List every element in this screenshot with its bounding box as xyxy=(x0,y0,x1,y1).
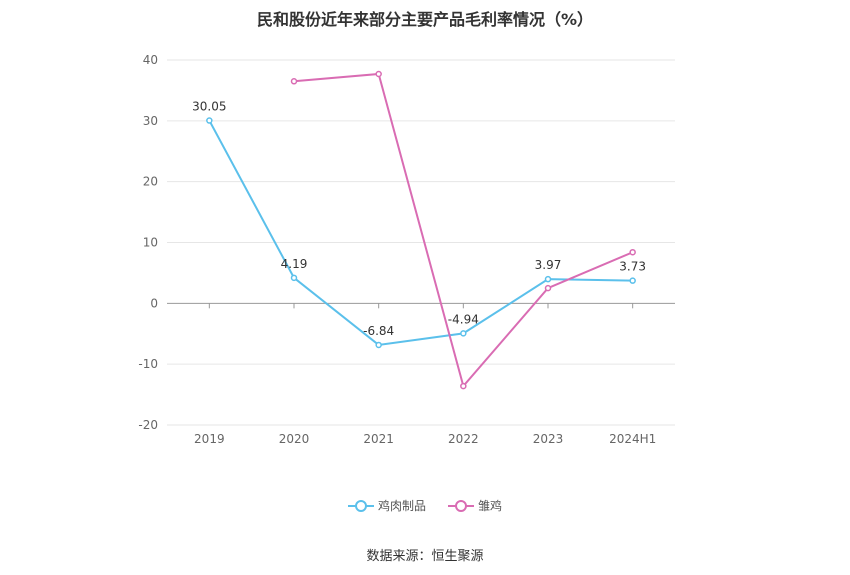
data-point xyxy=(375,341,382,349)
x-tick-label: 2022 xyxy=(448,432,479,446)
data-point xyxy=(206,117,213,124)
chart-title: 民和股份近年来部分主要产品毛利率情况（%） xyxy=(256,10,594,29)
y-tick-label: 10 xyxy=(143,236,158,250)
data-label: 30.05 xyxy=(192,100,226,114)
data-point xyxy=(460,330,467,337)
data-point xyxy=(460,382,467,390)
legend-item-series-0[interactable]: 鸡肉制品 xyxy=(347,497,426,514)
y-tick-label: -20 xyxy=(138,418,158,432)
data-point xyxy=(629,248,636,256)
y-tick-label: 40 xyxy=(143,53,158,67)
legend-marker-icon xyxy=(448,499,474,513)
data-label: 4.19 xyxy=(281,257,308,271)
y-tick-label: -10 xyxy=(138,357,158,371)
data-point xyxy=(629,277,636,284)
x-tick-label: 2020 xyxy=(279,432,310,446)
series-line-0 xyxy=(208,120,633,346)
legend-item-series-1[interactable]: 雏鸡 xyxy=(448,497,502,514)
data-point xyxy=(544,284,552,292)
x-tick-label: 2021 xyxy=(363,432,394,446)
data-label: -6.84 xyxy=(363,324,394,338)
y-tick-label: 30 xyxy=(143,114,158,128)
data-point xyxy=(290,274,298,282)
data-source: 数据来源：恒生聚源 xyxy=(366,549,484,564)
data-point xyxy=(375,70,382,78)
data-point xyxy=(290,78,298,85)
y-tick-label: 0 xyxy=(150,296,158,310)
x-tick-label: 2024H1 xyxy=(609,432,656,446)
y-tick-label: 20 xyxy=(143,175,158,189)
data-point xyxy=(544,275,552,283)
x-tick-label: 2019 xyxy=(194,432,225,446)
data-label: -4.94 xyxy=(448,312,479,326)
legend-label: 雏鸡 xyxy=(478,499,503,513)
legend-marker-icon xyxy=(347,499,374,513)
x-tick-label: 2023 xyxy=(533,432,564,446)
legend-label: 鸡肉制品 xyxy=(377,499,426,513)
data-label: 3.97 xyxy=(535,258,562,272)
legend: 鸡肉制品 雏鸡 xyxy=(0,497,850,514)
data-label: 3.73 xyxy=(619,260,646,274)
